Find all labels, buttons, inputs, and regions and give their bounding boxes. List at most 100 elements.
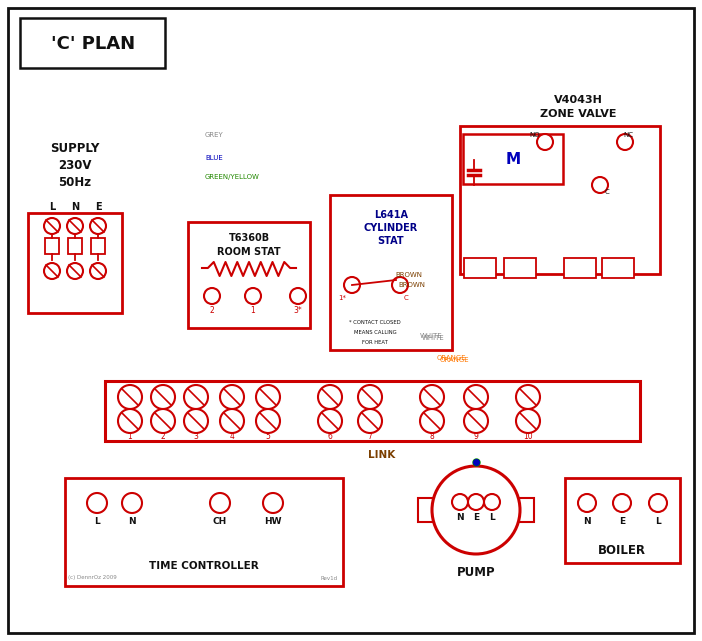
Text: 2: 2 bbox=[210, 306, 214, 315]
Circle shape bbox=[592, 177, 608, 193]
Text: BLUE: BLUE bbox=[205, 155, 223, 161]
Text: BROWN: BROWN bbox=[395, 272, 422, 278]
Text: 'C' PLAN: 'C' PLAN bbox=[51, 35, 135, 53]
Text: ROOM STAT: ROOM STAT bbox=[217, 247, 281, 257]
Circle shape bbox=[118, 409, 142, 433]
Text: N: N bbox=[456, 513, 464, 522]
Circle shape bbox=[432, 466, 520, 554]
Circle shape bbox=[256, 385, 280, 409]
Text: BROWN: BROWN bbox=[398, 282, 425, 288]
Bar bbox=[460, 126, 660, 274]
Circle shape bbox=[44, 218, 60, 234]
Text: BOILER: BOILER bbox=[598, 544, 646, 556]
Text: 3: 3 bbox=[194, 431, 199, 440]
Text: 10: 10 bbox=[523, 431, 533, 440]
Circle shape bbox=[420, 385, 444, 409]
Text: SUPPLY: SUPPLY bbox=[51, 142, 100, 154]
Text: 7: 7 bbox=[368, 431, 373, 440]
Text: HW: HW bbox=[264, 517, 282, 526]
Text: L: L bbox=[49, 202, 55, 212]
Circle shape bbox=[151, 385, 175, 409]
Bar bbox=[564, 258, 596, 278]
Bar bbox=[188, 222, 310, 328]
Text: N: N bbox=[71, 202, 79, 212]
Bar bbox=[516, 498, 534, 522]
Text: 2: 2 bbox=[161, 431, 166, 440]
Circle shape bbox=[468, 494, 484, 510]
Text: M: M bbox=[505, 151, 521, 167]
Circle shape bbox=[617, 134, 633, 150]
Bar bbox=[418, 498, 436, 522]
Circle shape bbox=[44, 263, 60, 279]
Text: N: N bbox=[128, 517, 135, 526]
Circle shape bbox=[256, 409, 280, 433]
Text: T6360B: T6360B bbox=[228, 233, 270, 243]
Text: WHITE: WHITE bbox=[420, 333, 443, 339]
Text: FOR HEAT: FOR HEAT bbox=[362, 340, 388, 344]
Circle shape bbox=[484, 494, 500, 510]
Text: CH: CH bbox=[213, 517, 227, 526]
Text: V4043H: V4043H bbox=[554, 95, 602, 105]
Text: C: C bbox=[604, 189, 609, 195]
Text: 1: 1 bbox=[128, 431, 133, 440]
Text: MEANS CALLING: MEANS CALLING bbox=[354, 329, 397, 335]
Text: 230V: 230V bbox=[58, 158, 92, 172]
Circle shape bbox=[464, 409, 488, 433]
Circle shape bbox=[420, 409, 444, 433]
Text: CYLINDER: CYLINDER bbox=[364, 223, 418, 233]
Text: 3*: 3* bbox=[293, 306, 303, 315]
Bar bbox=[464, 258, 496, 278]
Bar bbox=[28, 213, 122, 313]
Text: L: L bbox=[489, 513, 495, 522]
Circle shape bbox=[649, 494, 667, 512]
Bar bbox=[65, 478, 343, 586]
Bar bbox=[105, 381, 640, 441]
Text: PUMP: PUMP bbox=[457, 565, 496, 578]
Text: 50Hz: 50Hz bbox=[58, 176, 91, 188]
Circle shape bbox=[151, 409, 175, 433]
Circle shape bbox=[67, 263, 83, 279]
Text: TIME CONTROLLER: TIME CONTROLLER bbox=[149, 561, 259, 571]
Circle shape bbox=[392, 277, 408, 293]
Bar bbox=[20, 18, 165, 68]
Circle shape bbox=[118, 385, 142, 409]
Circle shape bbox=[220, 409, 244, 433]
Circle shape bbox=[122, 493, 142, 513]
Text: E: E bbox=[473, 513, 479, 522]
Text: 6: 6 bbox=[328, 431, 333, 440]
Circle shape bbox=[204, 288, 220, 304]
Circle shape bbox=[290, 288, 306, 304]
Circle shape bbox=[220, 385, 244, 409]
Circle shape bbox=[245, 288, 261, 304]
Circle shape bbox=[184, 385, 208, 409]
Text: L: L bbox=[655, 517, 661, 526]
Text: ORANGE: ORANGE bbox=[440, 357, 470, 363]
Text: 9: 9 bbox=[474, 431, 479, 440]
Text: 4: 4 bbox=[230, 431, 234, 440]
Text: LINK: LINK bbox=[369, 450, 396, 460]
Circle shape bbox=[464, 385, 488, 409]
Circle shape bbox=[67, 218, 83, 234]
Circle shape bbox=[537, 134, 553, 150]
Circle shape bbox=[318, 409, 342, 433]
Text: NO: NO bbox=[530, 132, 541, 138]
Circle shape bbox=[318, 385, 342, 409]
Bar bbox=[602, 258, 634, 278]
Text: ZONE VALVE: ZONE VALVE bbox=[540, 109, 616, 119]
Text: * CONTACT CLOSED: * CONTACT CLOSED bbox=[349, 319, 401, 324]
Circle shape bbox=[516, 385, 540, 409]
Circle shape bbox=[210, 493, 230, 513]
Text: C: C bbox=[404, 295, 409, 301]
Circle shape bbox=[613, 494, 631, 512]
Text: E: E bbox=[619, 517, 625, 526]
Text: (c) DennrOz 2009: (c) DennrOz 2009 bbox=[68, 576, 117, 581]
Circle shape bbox=[344, 277, 360, 293]
Text: 1*: 1* bbox=[338, 295, 346, 301]
Circle shape bbox=[358, 385, 382, 409]
Circle shape bbox=[578, 494, 596, 512]
Text: NC: NC bbox=[623, 132, 633, 138]
Circle shape bbox=[184, 409, 208, 433]
Text: E: E bbox=[95, 202, 101, 212]
Text: 8: 8 bbox=[430, 431, 435, 440]
Text: L: L bbox=[94, 517, 100, 526]
